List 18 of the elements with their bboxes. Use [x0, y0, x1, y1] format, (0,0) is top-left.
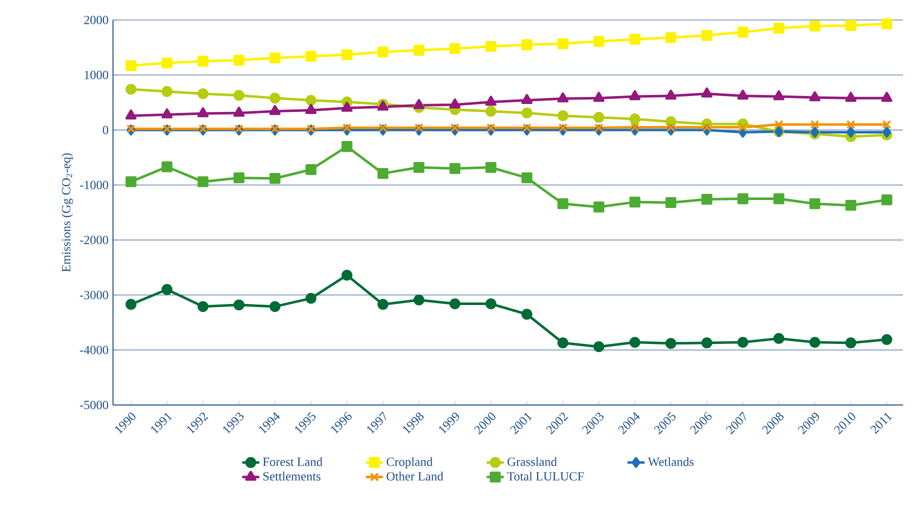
legend-label: Grassland	[508, 457, 557, 466]
legend-label: Forest Land	[262, 457, 322, 466]
y-tick-label: 0	[102, 126, 108, 134]
y-tick-label: -3000	[80, 290, 108, 300]
y-tick-label: 2000	[84, 16, 108, 24]
x-tick-label: 2011	[870, 412, 892, 434]
legend-label: Total LULUCF	[507, 472, 584, 481]
y-axis-title: Emissions (Gg CO$_{2}$-eq)	[62, 153, 73, 272]
y-tick-label: -5000	[80, 400, 108, 410]
x-tick-label: 1991	[151, 412, 172, 434]
legend-label: Cropland	[386, 457, 433, 469]
y-tick-label: -4000	[80, 346, 108, 354]
legend-label: Other Land	[386, 472, 444, 481]
legend-label: Wetlands	[648, 457, 694, 466]
y-tick-label: -1000	[80, 180, 108, 190]
y-tick-label: -2000	[80, 236, 108, 244]
legend-label: Settlements	[263, 472, 320, 481]
y-tick-label: 1000	[84, 70, 108, 80]
